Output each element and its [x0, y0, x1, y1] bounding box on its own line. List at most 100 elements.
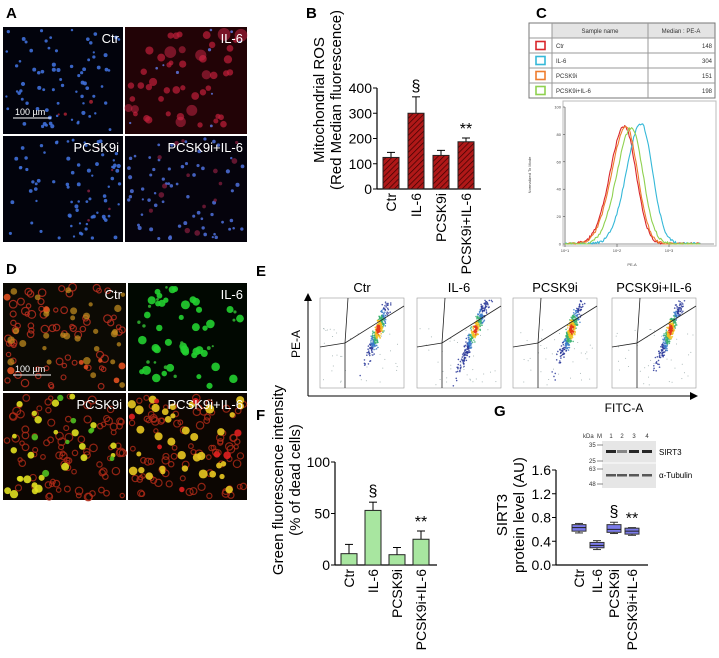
cell: [70, 28, 74, 32]
event: [618, 346, 620, 348]
event: [676, 307, 679, 309]
cell: [148, 156, 152, 159]
cell: [27, 309, 37, 319]
event: [665, 333, 668, 336]
cell: [140, 187, 145, 191]
event: [340, 380, 342, 382]
cell: [57, 394, 64, 402]
cell: [83, 357, 91, 365]
event: [569, 328, 571, 331]
event: [570, 327, 572, 330]
event: [478, 325, 481, 328]
y-tick-label: 100: [307, 454, 331, 470]
event: [670, 326, 672, 329]
cell: [96, 65, 101, 70]
flow-plot-ctr: Ctr: [319, 280, 405, 389]
event: [568, 335, 571, 338]
legend-sample-name: PCSK9i: [556, 74, 577, 80]
event: [569, 319, 572, 322]
cell: [115, 448, 125, 458]
event: [377, 346, 379, 349]
event: [332, 365, 334, 367]
cell: [195, 49, 207, 61]
event: [340, 355, 342, 357]
event: [461, 356, 464, 358]
event: [463, 350, 466, 352]
event: [559, 352, 562, 355]
plot-title: IL-6: [448, 280, 470, 295]
cell: [186, 194, 190, 199]
cell: [220, 120, 227, 128]
event: [491, 300, 494, 303]
plot-title: PCSK9i: [532, 280, 578, 295]
cell: [158, 96, 164, 102]
cell: [27, 451, 35, 459]
cell: [109, 422, 118, 431]
cell: [119, 382, 126, 388]
event: [555, 359, 558, 361]
cell: [162, 183, 168, 189]
event: [375, 337, 378, 340]
x-tick-label: Ctr: [571, 569, 587, 588]
cell: [229, 218, 234, 223]
cell: [80, 454, 88, 462]
cell: [222, 404, 231, 413]
cell: [95, 162, 99, 166]
event: [372, 339, 375, 341]
event: [368, 352, 371, 355]
cell: [86, 37, 90, 41]
flow-plot-pcsk9i-il-6: PCSK9i+IL-6: [611, 280, 697, 389]
panel-letter-c: C: [536, 5, 547, 22]
event: [326, 329, 328, 331]
cell: [190, 448, 197, 456]
significance-marker: **: [460, 121, 472, 138]
cell: [234, 407, 242, 415]
event: [616, 332, 618, 334]
cell: [77, 200, 80, 203]
cell: [169, 184, 174, 188]
event: [559, 360, 561, 362]
event: [579, 372, 581, 374]
cell: [208, 444, 215, 452]
cell: [232, 459, 242, 469]
event: [569, 377, 571, 379]
cell: [44, 39, 48, 43]
cell: [141, 198, 144, 201]
cell: [230, 30, 234, 34]
cell: [10, 200, 15, 205]
cell: [42, 88, 46, 92]
event: [576, 313, 579, 316]
event: [577, 319, 580, 321]
event: [474, 328, 477, 331]
event: [662, 339, 665, 341]
cell: [183, 221, 188, 226]
cell: [77, 435, 86, 444]
event: [574, 327, 576, 329]
cell: [25, 167, 29, 172]
event: [523, 358, 525, 360]
event: [457, 363, 460, 366]
cell: [70, 315, 76, 321]
event: [377, 330, 380, 333]
event: [570, 326, 573, 329]
event: [674, 367, 676, 369]
cell: [90, 422, 97, 429]
cell: [179, 342, 187, 351]
significance-marker: §: [412, 78, 421, 95]
cell: [240, 164, 245, 169]
event: [490, 299, 493, 302]
micrograph-pcsk9i: PCSK9i: [3, 393, 127, 502]
cell: [22, 394, 31, 402]
event: [331, 355, 333, 357]
event: [455, 371, 458, 373]
cell: [128, 175, 133, 180]
event: [373, 353, 375, 355]
cell: [87, 189, 91, 193]
cell: [147, 198, 151, 202]
legend-swatch: [535, 55, 546, 66]
event: [554, 379, 557, 381]
event: [675, 314, 678, 317]
cell: [111, 168, 114, 172]
cell: [33, 187, 38, 191]
